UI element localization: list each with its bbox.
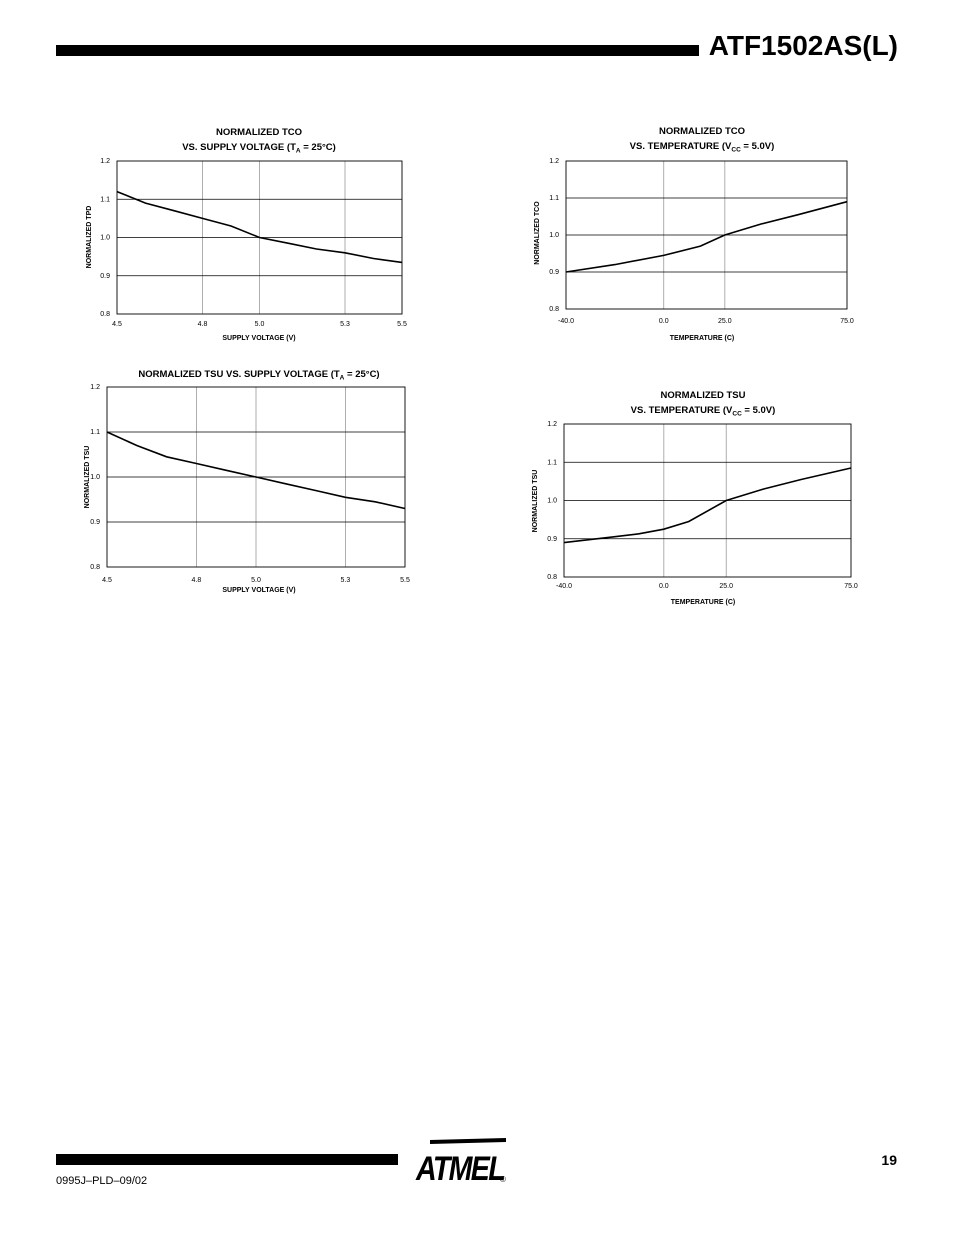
- x-axis-title: TEMPERATURE (C): [670, 335, 734, 342]
- series-line: [563, 467, 852, 544]
- y-tick-label: 0.9: [549, 269, 559, 276]
- y-tick-label: 1.0: [547, 498, 557, 505]
- y-tick-label: 1.1: [90, 429, 100, 436]
- y-tick-label: 1.0: [549, 232, 559, 239]
- chart-title-line1: NORMALIZED TCO: [216, 127, 302, 138]
- logo-wordmark: ATMEL: [415, 1150, 504, 1186]
- y-tick-label: 1.1: [547, 459, 557, 466]
- x-axis-title: SUPPLY VOLTAGE (V): [222, 335, 295, 342]
- y-tick-label: 0.9: [547, 536, 557, 543]
- y-tick-label: 1.0: [90, 474, 100, 481]
- atmel-logo: ATMEL ®: [412, 1136, 512, 1188]
- y-tick-label: 0.9: [90, 519, 100, 526]
- document-code: 0995J–PLD–09/02: [56, 1175, 148, 1187]
- chart-title-line1: NORMALIZED TCO: [659, 126, 745, 137]
- page-number: 19: [881, 1152, 897, 1168]
- x-tick-label: -40.0: [558, 318, 574, 325]
- x-tick-label: 5.3: [341, 577, 351, 584]
- chart-title-line2: VS. TEMPERATURE (VCC = 5.0V): [630, 141, 775, 154]
- chart-title-line2: VS. TEMPERATURE (VCC = 5.0V): [631, 405, 776, 418]
- y-tick-label: 1.1: [100, 196, 110, 203]
- chart-4: -40.0 0.0 25.0 75.0 0.8 0.9 1.0 1.1 1.2 TEMPERATU…: [532, 390, 858, 606]
- x-tick-label: 4.8: [192, 577, 202, 584]
- x-tick-label: 75.0: [844, 583, 858, 590]
- y-tick-label: 0.8: [549, 306, 559, 313]
- chart-title-line2: VS. SUPPLY VOLTAGE (TA = 25°C): [182, 142, 336, 155]
- x-tick-label: 5.5: [400, 577, 410, 584]
- plot-frame: [116, 160, 403, 315]
- x-tick-label: 5.3: [340, 321, 350, 328]
- x-tick-label: 0.0: [659, 318, 669, 325]
- y-tick-label: 1.1: [549, 195, 559, 202]
- chart-1: 4.5 4.8 5.0 5.3 5.5 0.8 0.9 1.0 1.1 1.2 SUPPLY VOL…: [86, 127, 407, 342]
- y-tick-label: 0.8: [100, 311, 110, 318]
- x-tick-label: 25.0: [718, 318, 732, 325]
- registered-mark: ®: [500, 1175, 506, 1184]
- y-axis-title: NORMALIZED TCO: [534, 201, 541, 265]
- y-axis-title: NORMALIZED TSU: [532, 470, 539, 533]
- x-tick-label: 4.5: [112, 321, 122, 328]
- chart-3: 4.5 4.8 5.0 5.3 5.5 0.8 0.9 1.0 1.1 1.2 SUPPLY VOL…: [84, 369, 410, 594]
- y-tick-label: 1.2: [549, 158, 559, 165]
- x-tick-label: 25.0: [719, 583, 733, 590]
- chart-title-line1: NORMALIZED TSU: [661, 390, 746, 401]
- y-tick-label: 0.8: [547, 574, 557, 581]
- footer-rule: [56, 1154, 398, 1165]
- series-line: [565, 200, 848, 273]
- x-axis-title: SUPPLY VOLTAGE (V): [222, 587, 295, 594]
- y-tick-label: 0.8: [90, 564, 100, 571]
- plot-frame: [565, 160, 848, 310]
- x-tick-label: 4.5: [102, 577, 112, 584]
- x-tick-label: 5.0: [255, 321, 265, 328]
- x-tick-label: 5.5: [397, 321, 407, 328]
- x-tick-label: 75.0: [840, 318, 854, 325]
- header-rule: [56, 45, 699, 56]
- x-axis-title: TEMPERATURE (C): [671, 599, 735, 606]
- x-tick-label: -40.0: [556, 583, 572, 590]
- y-tick-label: 1.2: [90, 384, 100, 391]
- series-line: [106, 431, 406, 510]
- plot-frame: [106, 386, 406, 568]
- chart-2: -40.0 0.0 25.0 75.0 0.8 0.9 1.0 1.1 1.2 TEMPERATU…: [534, 126, 854, 342]
- x-tick-label: 5.0: [251, 577, 261, 584]
- x-tick-label: 4.8: [198, 321, 208, 328]
- y-axis-title: NORMALIZED TPD: [86, 206, 93, 269]
- y-tick-label: 1.2: [100, 158, 110, 165]
- y-axis-title: NORMALIZED TSU: [84, 446, 91, 509]
- y-tick-label: 0.9: [100, 273, 110, 280]
- x-tick-label: 0.0: [659, 583, 669, 590]
- y-tick-label: 1.0: [100, 235, 110, 242]
- series-line: [116, 190, 403, 264]
- plot-frame: [563, 423, 852, 578]
- document-title: ATF1502AS(L): [708, 30, 898, 61]
- y-tick-label: 1.2: [547, 421, 557, 428]
- chart-title-line2: NORMALIZED TSU VS. SUPPLY VOLTAGE (TA = …: [138, 369, 379, 382]
